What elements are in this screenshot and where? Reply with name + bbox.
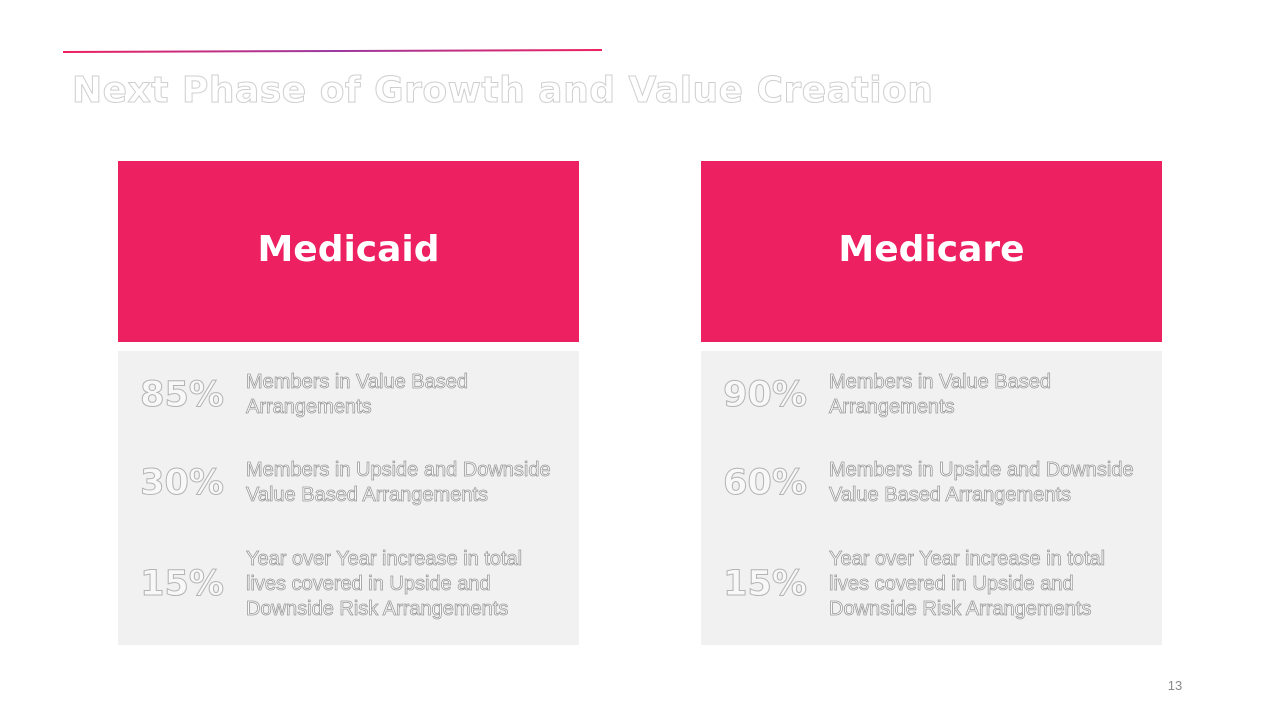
panel-header: Medicaid	[118, 161, 579, 342]
medicare-panel: Medicare 90% Members in Value Based Arra…	[701, 161, 1162, 645]
title-accent-line	[62, 49, 603, 53]
panel-title: Medicaid	[257, 229, 440, 270]
stat-description: Year over Year increase in total lives c…	[246, 547, 523, 620]
stat-value: 15%	[140, 564, 225, 605]
stat-row: 85% Members in Value Based Arrangements	[118, 369, 579, 421]
stat-row: 15% Year over Year increase in total liv…	[118, 546, 579, 622]
stat-value: 85%	[140, 375, 225, 416]
medicaid-panel: Medicaid 85% Members in Value Based Arra…	[118, 161, 579, 645]
stat-description: Members in Upside and Downside Value Bas…	[829, 459, 1134, 507]
stat-row: 90% Members in Value Based Arrangements	[701, 369, 1162, 421]
panel-title: Medicare	[838, 229, 1025, 270]
stat-row: 15% Year over Year increase in total liv…	[701, 546, 1162, 622]
slide-title: Next Phase of Growth and Value Creation	[71, 70, 934, 112]
panel-body: 90% Members in Value Based Arrangements …	[701, 351, 1162, 645]
stat-value: 15%	[723, 564, 808, 605]
stat-description: Members in Upside and Downside Value Bas…	[246, 459, 551, 507]
stat-row: 30% Members in Upside and Downside Value…	[118, 445, 579, 521]
stat-description: Members in Value Based Arrangements	[246, 371, 469, 419]
panel-header: Medicare	[701, 161, 1162, 342]
panel-body: 85% Members in Value Based Arrangements …	[118, 351, 579, 645]
stat-description: Members in Value Based Arrangements	[829, 371, 1052, 419]
stat-value: 90%	[723, 375, 808, 416]
stat-description: Year over Year increase in total lives c…	[829, 547, 1106, 620]
stat-value: 60%	[723, 463, 808, 504]
stat-row: 60% Members in Upside and Downside Value…	[701, 445, 1162, 521]
page-number: 13	[1167, 678, 1183, 693]
stat-value: 30%	[140, 463, 225, 504]
